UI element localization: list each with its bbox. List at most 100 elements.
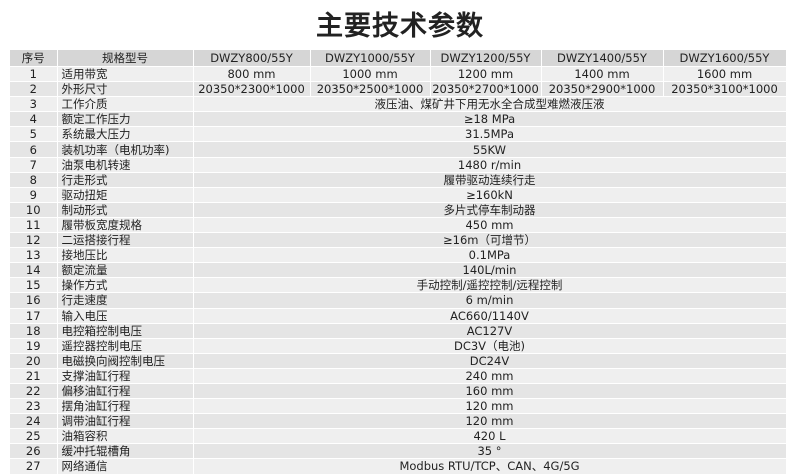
column-header: DWZY800/55Y: [193, 50, 311, 67]
spec-value: AC660/1140V: [193, 308, 787, 324]
spec-name: 遥控器控制电压: [57, 338, 194, 354]
table-row: 8 行走形式 履带驱动连续行走: [10, 172, 787, 188]
row-number: 3: [10, 96, 58, 113]
table-row: 14 额定流量 140L/min: [10, 262, 787, 279]
spec-value: 450 mm: [193, 217, 787, 234]
row-number: 10: [10, 202, 58, 218]
spec-name: 电控箱控制电压: [57, 323, 194, 339]
table-row: 18 电控箱控制电压 AC127V: [10, 323, 787, 339]
spec-value: 多片式停车制动器: [193, 202, 787, 218]
table-row: 3 工作介质 液压油、煤矿井下用无水全合成型难燃液压液: [10, 96, 787, 113]
spec-value: 31.5MPa: [193, 126, 787, 143]
spec-value: 1600 mm: [663, 66, 787, 83]
table-row: 24 调带油缸行程 120 mm: [10, 413, 787, 430]
page-title: 主要技术参数: [316, 11, 484, 42]
table-row: 15 操作方式 手动控制/遥控控制/远程控制: [10, 277, 787, 294]
row-number: 8: [10, 172, 58, 188]
spec-value: 120 mm: [193, 413, 787, 430]
spec-value: 420 L: [193, 428, 787, 445]
spec-name: 电磁换向阀控制电压: [57, 353, 194, 369]
row-number: 6: [10, 141, 58, 158]
spec-value: 1000 mm: [310, 66, 431, 83]
table-row: 27 网络通信 Modbus RTU/TCP、CAN、4G/5G: [10, 458, 787, 475]
spec-value: 20350*3100*1000: [663, 81, 787, 98]
spec-value: AC127V: [193, 323, 787, 339]
spec-value: 履带驱动连续行走: [193, 172, 787, 188]
column-header: 规格型号: [57, 50, 194, 67]
row-number: 7: [10, 157, 58, 173]
table-row: 17 输入电压 AC660/1140V: [10, 308, 787, 324]
table-header-row: 序号 规格型号 DWZY800/55Y DWZY1000/55Y DWZY1200/55…: [10, 50, 787, 67]
row-number: 19: [10, 338, 58, 354]
row-number: 1: [10, 66, 58, 83]
row-number: 21: [10, 368, 58, 384]
row-number: 24: [10, 413, 58, 430]
column-header: DWZY1000/55Y: [310, 50, 431, 67]
spec-value: 1200 mm: [430, 66, 542, 83]
spec-name: 接地压比: [57, 247, 194, 264]
spec-value: 240 mm: [193, 368, 787, 384]
row-number: 5: [10, 126, 58, 143]
spec-value: 手动控制/遥控控制/远程控制: [193, 277, 787, 294]
spec-name: 装机功率（电机功率): [57, 141, 194, 158]
table-row: 21 支撑油缸行程 240 mm: [10, 368, 787, 384]
spec-value: DC3V（电池): [193, 338, 787, 354]
spec-name: 工作介质: [57, 96, 194, 113]
spec-value: ≥18 MPa: [193, 111, 787, 128]
table-row: 10 制动形式 多片式停车制动器: [10, 202, 787, 218]
table-row: 5 系统最大压力 31.5MPa: [10, 126, 787, 143]
spec-value: 1480 r/min: [193, 157, 787, 173]
row-number: 15: [10, 277, 58, 294]
spec-value: 800 mm: [193, 66, 311, 83]
table-row: 9 驱动扭矩 ≥160kN: [10, 187, 787, 203]
column-header: DWZY1600/55Y: [663, 50, 787, 67]
spec-value: 35 °: [193, 443, 787, 460]
spec-name: 网络通信: [57, 458, 194, 475]
spec-value: 20350*2300*1000: [193, 81, 311, 98]
table-row: 19 遥控器控制电压 DC3V（电池): [10, 338, 787, 354]
table-row: 6 装机功率（电机功率) 55KW: [10, 141, 787, 158]
spec-name: 驱动扭矩: [57, 187, 194, 203]
table-row: 22 偏移油缸行程 160 mm: [10, 383, 787, 400]
table-row: 16 行走速度 6 m/min: [10, 292, 787, 309]
spec-name: 摆角油缸行程: [57, 398, 194, 415]
row-number: 18: [10, 323, 58, 339]
table-row: 26 缓冲托辊槽角 35 °: [10, 443, 787, 460]
table-row: 20 电磁换向阀控制电压 DC24V: [10, 353, 787, 369]
spec-name: 行走形式: [57, 172, 194, 188]
table-row: 23 摆角油缸行程 120 mm: [10, 398, 787, 415]
row-number: 2: [10, 81, 58, 98]
row-number: 11: [10, 217, 58, 234]
spec-name: 油泵电机转速: [57, 157, 194, 173]
spec-name: 二运搭接行程: [57, 232, 194, 249]
spec-name: 外形尺寸: [57, 81, 194, 98]
table-row: 7 油泵电机转速 1480 r/min: [10, 157, 787, 173]
row-number: 17: [10, 308, 58, 324]
spec-name: 偏移油缸行程: [57, 383, 194, 400]
spec-value: Modbus RTU/TCP、CAN、4G/5G: [193, 458, 787, 475]
row-number: 25: [10, 428, 58, 445]
row-number: 14: [10, 262, 58, 279]
spec-value: 1400 mm: [541, 66, 664, 83]
spec-value: 55KW: [193, 141, 787, 158]
row-number: 22: [10, 383, 58, 400]
spec-value: ≥16m（可增节）: [193, 232, 787, 249]
spec-name: 调带油缸行程: [57, 413, 194, 430]
spec-name: 油箱容积: [57, 428, 194, 445]
spec-name: 支撑油缸行程: [57, 368, 194, 384]
spec-name: 行走速度: [57, 292, 194, 309]
column-header: DWZY1400/55Y: [541, 50, 664, 67]
spec-table: 序号 规格型号 DWZY800/55Y DWZY1000/55Y DWZY1200/55…: [10, 50, 787, 475]
spec-name: 缓冲托辊槽角: [57, 443, 194, 460]
row-number: 23: [10, 398, 58, 415]
spec-value: 6 m/min: [193, 292, 787, 309]
table-row: 11 履带板宽度规格 450 mm: [10, 217, 787, 234]
spec-name: 制动形式: [57, 202, 194, 218]
column-header: 序号: [10, 50, 58, 67]
table-row: 4 额定工作压力 ≥18 MPa: [10, 111, 787, 128]
row-number: 4: [10, 111, 58, 128]
table-row: 12 二运搭接行程 ≥16m（可增节）: [10, 232, 787, 249]
spec-value: 20350*2700*1000: [430, 81, 542, 98]
spec-value: ≥160kN: [193, 187, 787, 203]
spec-value: 0.1MPa: [193, 247, 787, 264]
